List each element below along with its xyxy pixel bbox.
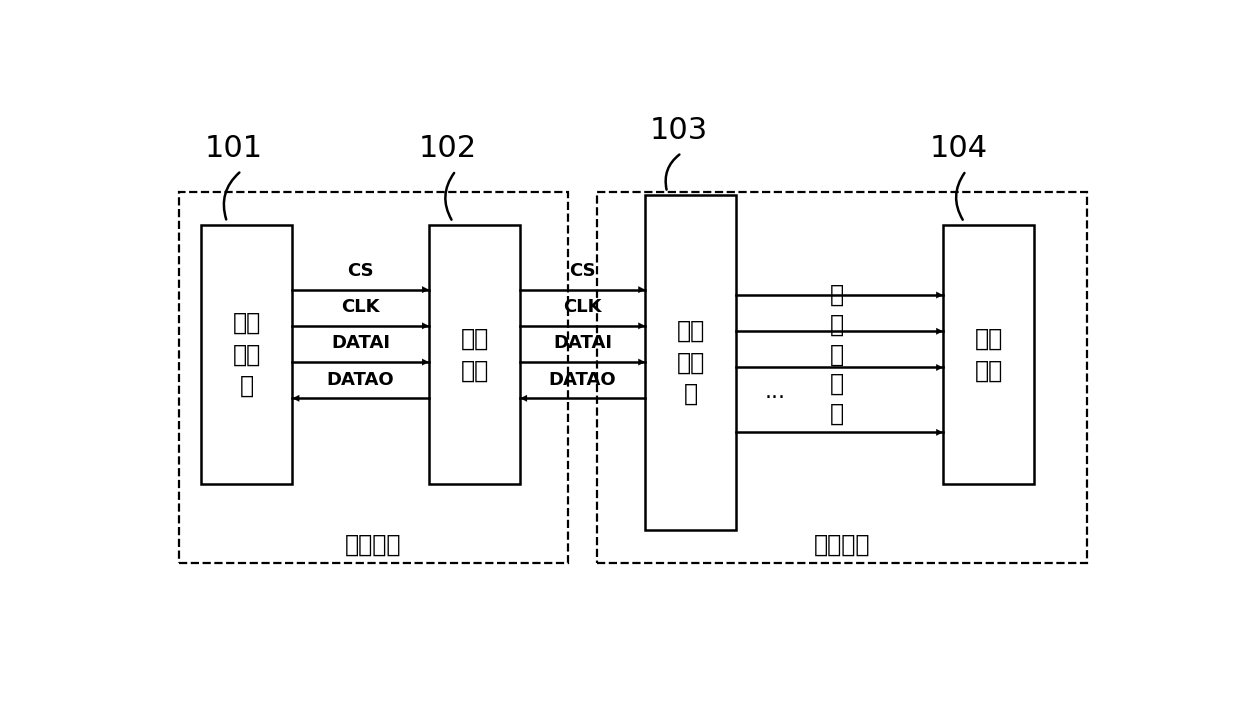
Text: 接收
信道: 接收 信道 (975, 326, 1003, 383)
Text: 102: 102 (419, 133, 477, 163)
Bar (596, 192, 1087, 562)
Text: 数字电路: 数字电路 (345, 533, 402, 557)
Text: 模拟电路: 模拟电路 (813, 533, 870, 557)
Bar (942, 225, 1034, 484)
Bar (179, 192, 568, 562)
Text: 101: 101 (205, 133, 263, 163)
Bar (201, 225, 293, 484)
Text: DATAO: DATAO (549, 371, 616, 389)
Text: 104: 104 (929, 133, 987, 163)
Text: 隔离
电路: 隔离 电路 (460, 326, 489, 383)
Text: 信号
处理
器: 信号 处理 器 (233, 311, 260, 398)
Bar (429, 225, 521, 484)
Text: CS: CS (347, 262, 374, 280)
Text: CLK: CLK (563, 298, 601, 316)
Text: 103: 103 (650, 116, 708, 145)
Text: DATAI: DATAI (553, 334, 613, 352)
Text: 离
散
控
制
线: 离 散 控 制 线 (831, 283, 844, 426)
Text: CLK: CLK (341, 298, 379, 316)
Bar (645, 195, 737, 530)
Text: 接收
锁存
器: 接收 锁存 器 (677, 319, 704, 406)
Text: DATAI: DATAI (331, 334, 391, 352)
Text: DATAO: DATAO (327, 371, 394, 389)
Text: ...: ... (764, 383, 785, 402)
Text: CS: CS (569, 262, 596, 280)
